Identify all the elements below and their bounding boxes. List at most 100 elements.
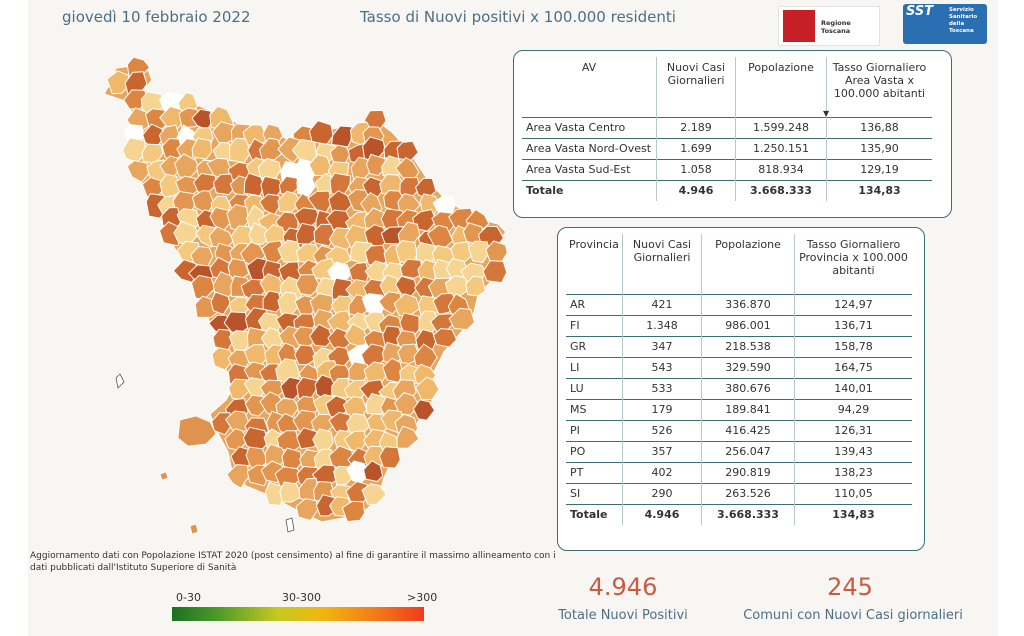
prov-cell: 3.668.333: [701, 503, 795, 525]
prov-cell: 164,75: [794, 356, 912, 378]
total-positivi-value: 4.946: [588, 573, 658, 601]
municipality-cell: [212, 173, 236, 196]
prov-cell: LU: [566, 377, 623, 399]
prov-cell: 533: [622, 377, 702, 399]
table-row: FI 1.348 986.001 136,71: [566, 314, 912, 336]
municipality-cell: [210, 291, 231, 316]
prov-cell: 94,29: [794, 398, 912, 420]
prov-cell: 263.526: [701, 482, 795, 504]
prov-cell: 4.946: [622, 503, 702, 525]
municipality-cell: [262, 290, 284, 313]
municipality-cell: [412, 399, 436, 421]
av-cell: 818.934: [735, 158, 827, 180]
prov-pop-col-header: Popolazione: [701, 234, 795, 294]
prov-cell: FI: [566, 314, 623, 336]
data-update-note: Aggiornamento dati con Popolazione ISTAT…: [30, 551, 556, 573]
sort-desc-icon[interactable]: ▼: [823, 109, 830, 118]
prov-cases-col-header: Nuovi Casi Giornalieri: [622, 234, 702, 294]
prov-cell: PO: [566, 440, 623, 462]
table-row: LU 533 380.676 140,01: [566, 377, 912, 399]
prov-cell: 140,01: [794, 377, 912, 399]
municipality-cell: [467, 240, 491, 264]
prov-cell: 357: [622, 440, 702, 462]
municipality-cell: [248, 222, 270, 245]
prov-cell: 329.590: [701, 356, 795, 378]
prov-cell: 336.870: [701, 293, 795, 315]
prov-cell: 218.538: [701, 335, 795, 357]
provincia-table-box: Provincia Nuovi Casi Giornalieri Popolaz…: [557, 227, 925, 551]
av-cell: 129,19: [826, 158, 932, 180]
municipality-cell: [378, 446, 401, 469]
municipality-cell: [277, 190, 302, 213]
municipality-cell: [106, 70, 131, 95]
prov-cell: 290: [622, 482, 702, 504]
prov-cell: 347: [622, 335, 702, 357]
municipality-cell: [361, 483, 387, 505]
report-date: giovedì 10 febbraio 2022: [62, 8, 251, 26]
municipality-cell: [432, 327, 458, 348]
sst-logo: SST Servizio Sanitario della Toscana: [903, 4, 987, 44]
elba-island: [177, 415, 217, 447]
prov-cell: 526: [622, 419, 702, 441]
municipality-cell: [295, 274, 321, 296]
total-positivi-label: Totale Nuovi Positivi: [558, 608, 688, 623]
av-cell: 3.668.333: [735, 179, 827, 201]
av-cell: 4.946: [656, 179, 736, 201]
av-rate-col-header: Tasso Giornaliero Area Vasta x 100.000 a…: [823, 57, 933, 118]
prov-cell: 110,05: [794, 482, 912, 504]
prov-cell: 986.001: [701, 314, 795, 336]
regione-toscana-logo-text: Regione Toscana: [821, 19, 851, 35]
municipality-cell: [396, 425, 420, 449]
comuni-value: 245: [827, 573, 873, 601]
table-row: PI 526 416.425 126,31: [566, 419, 912, 441]
table-row: LI 543 329.590 164,75: [566, 356, 912, 378]
regione-toscana-logo: Regione Toscana: [778, 6, 880, 46]
table-row: Area Vasta Centro 2.189 1.599.248 136,88: [522, 116, 932, 138]
area-vasta-table: AV Nuovi Casi Giornalieri Popolazione Ta…: [522, 57, 932, 201]
sst-logo-short: SST: [906, 4, 934, 19]
giannutri-island: [285, 517, 295, 533]
av-cell: 134,83: [826, 179, 932, 201]
legend-label-high: >300: [407, 591, 438, 604]
municipality-cell: [393, 392, 420, 416]
prov-cell: 138,23: [794, 461, 912, 483]
av-cell: 1.058: [656, 158, 736, 180]
table-row: Area Vasta Sud-Est 1.058 818.934 129,19: [522, 158, 932, 180]
prov-cell: 256.047: [701, 440, 795, 462]
municipality-cell: [296, 174, 316, 197]
prov-rate-col-header: Tasso Giornaliero Provincia x 100.000 ab…: [799, 238, 908, 277]
table-row: MS 179 189.841 94,29: [566, 398, 912, 420]
pianosa-island: [159, 471, 169, 481]
prov-cell: 402: [622, 461, 702, 483]
prov-cell: 380.676: [701, 377, 795, 399]
av-cell: 135,90: [826, 137, 932, 159]
municipality-cells: [106, 56, 508, 523]
municipality-cell: [341, 500, 366, 523]
municipality-cell: [396, 140, 419, 161]
av-cases-col-header: Nuovi Casi Giornalieri: [656, 57, 736, 117]
municipality-cell: [363, 460, 384, 483]
av-pop-col-header: Popolazione: [735, 57, 827, 117]
prov-cell: 124,97: [794, 293, 912, 315]
pegasus-flag-icon: [783, 10, 815, 42]
av-total-row: Totale 4.946 3.668.333 134,83: [522, 179, 932, 201]
prov-cell: PI: [566, 419, 623, 441]
av-cell: Area Vasta Sud-Est: [522, 158, 657, 180]
table-row: AR 421 336.870 124,97: [566, 293, 912, 315]
provincia-table: Provincia Nuovi Casi Giornalieri Popolaz…: [566, 234, 912, 525]
table-row: GR 347 218.538 158,78: [566, 335, 912, 357]
page-title: Tasso di Nuovi positivi x 100.000 reside…: [360, 8, 676, 26]
prov-cell: 158,78: [794, 335, 912, 357]
av-cell: Totale: [522, 179, 657, 201]
legend-color-scale: [172, 607, 424, 621]
prov-col-header: Provincia: [566, 234, 623, 294]
municipality-cell: [258, 137, 285, 161]
prov-cell: 134,83: [794, 503, 912, 525]
municipality-cell: [399, 258, 424, 279]
av-cell: 136,88: [826, 116, 932, 138]
prov-cell: SI: [566, 482, 623, 504]
av-cell: Area Vasta Centro: [522, 116, 657, 138]
prov-cell: 1.348: [622, 314, 702, 336]
table-row: Area Vasta Nord-Ovest 1.699 1.250.151 135,9…: [522, 137, 932, 159]
